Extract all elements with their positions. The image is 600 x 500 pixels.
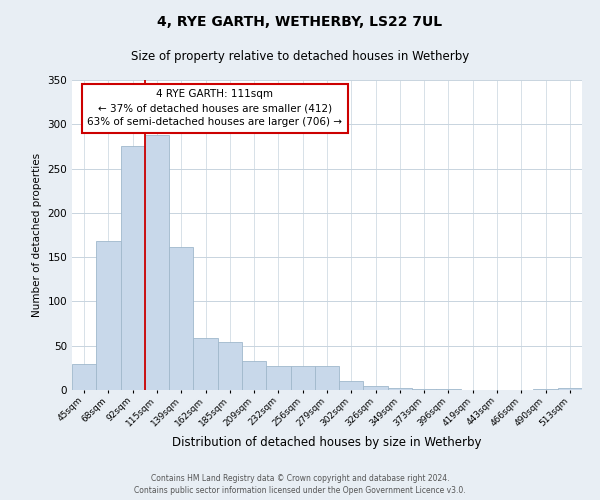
Text: 4 RYE GARTH: 111sqm
← 37% of detached houses are smaller (412)
63% of semi-detac: 4 RYE GARTH: 111sqm ← 37% of detached ho… bbox=[88, 90, 342, 128]
Bar bbox=[315, 366, 339, 390]
Bar bbox=[96, 241, 121, 390]
Bar bbox=[290, 366, 315, 390]
Text: Size of property relative to detached houses in Wetherby: Size of property relative to detached ho… bbox=[131, 50, 469, 63]
Bar bbox=[388, 388, 412, 390]
Bar bbox=[533, 389, 558, 390]
Bar bbox=[72, 364, 96, 390]
Bar bbox=[412, 389, 436, 390]
Bar bbox=[436, 389, 461, 390]
Bar bbox=[558, 388, 582, 390]
X-axis label: Distribution of detached houses by size in Wetherby: Distribution of detached houses by size … bbox=[172, 436, 482, 449]
Bar bbox=[169, 246, 193, 390]
Text: Contains HM Land Registry data © Crown copyright and database right 2024.
Contai: Contains HM Land Registry data © Crown c… bbox=[134, 474, 466, 495]
Bar bbox=[193, 338, 218, 390]
Bar bbox=[121, 146, 145, 390]
Bar bbox=[145, 135, 169, 390]
Bar bbox=[266, 366, 290, 390]
Bar bbox=[339, 381, 364, 390]
Bar bbox=[364, 386, 388, 390]
Bar bbox=[218, 342, 242, 390]
Y-axis label: Number of detached properties: Number of detached properties bbox=[32, 153, 42, 317]
Text: 4, RYE GARTH, WETHERBY, LS22 7UL: 4, RYE GARTH, WETHERBY, LS22 7UL bbox=[157, 15, 443, 29]
Bar bbox=[242, 361, 266, 390]
